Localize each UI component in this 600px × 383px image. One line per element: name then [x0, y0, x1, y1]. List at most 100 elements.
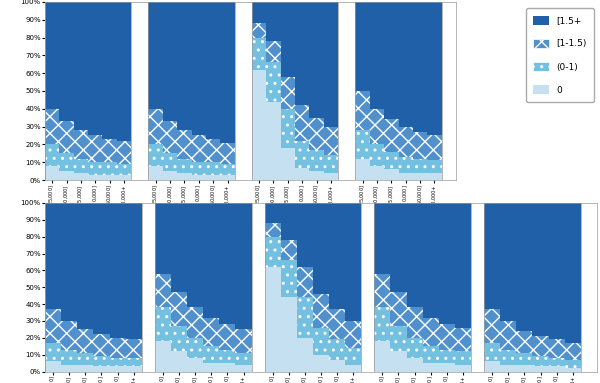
Bar	[77, 329, 94, 353]
Bar	[187, 203, 203, 308]
Bar	[59, 121, 74, 153]
Bar	[74, 159, 88, 173]
Bar	[59, 153, 74, 171]
Bar	[407, 203, 422, 308]
Bar	[384, 152, 398, 169]
Bar	[355, 91, 370, 130]
Bar	[45, 203, 61, 309]
Bar	[427, 160, 442, 173]
Bar	[565, 368, 581, 372]
Bar	[313, 203, 329, 294]
Bar	[94, 356, 110, 367]
Bar	[171, 292, 187, 326]
Text: Chicago: Chicago	[383, 238, 414, 247]
Bar	[329, 339, 345, 360]
Bar	[187, 338, 203, 358]
Bar	[427, 2, 442, 136]
Bar	[265, 203, 281, 223]
Bar	[59, 2, 74, 121]
Bar	[484, 362, 500, 372]
Bar	[220, 164, 235, 175]
Bar	[310, 171, 324, 180]
Bar	[220, 142, 235, 164]
Bar	[455, 351, 471, 365]
Bar	[516, 203, 532, 331]
Bar	[455, 365, 471, 372]
Bar	[266, 62, 281, 101]
Bar	[191, 136, 206, 162]
Bar	[220, 203, 235, 324]
Bar	[324, 173, 338, 180]
Bar	[163, 171, 177, 180]
Bar	[45, 166, 59, 180]
Bar	[427, 136, 442, 160]
Bar	[94, 334, 110, 356]
Bar	[110, 203, 126, 338]
Bar	[77, 353, 94, 365]
Bar	[252, 70, 266, 180]
Bar	[310, 150, 324, 171]
Bar	[110, 367, 126, 372]
Bar	[187, 308, 203, 338]
Bar	[117, 141, 131, 164]
Bar	[374, 308, 391, 341]
Bar	[148, 109, 163, 144]
Bar	[45, 2, 59, 109]
Bar	[191, 2, 206, 136]
Bar	[220, 324, 235, 350]
Bar	[155, 274, 171, 308]
Bar	[266, 2, 281, 41]
Bar	[281, 240, 297, 260]
Bar	[103, 175, 117, 180]
Bar	[370, 144, 384, 166]
Bar	[413, 132, 427, 159]
Text: District of Columbia: District of Columbia	[257, 238, 333, 247]
Bar	[59, 171, 74, 180]
Bar	[94, 203, 110, 334]
Bar	[565, 360, 581, 368]
Bar	[398, 173, 413, 180]
Bar	[295, 105, 310, 141]
Text: Los Angeles: Los Angeles	[65, 238, 111, 247]
Bar	[171, 351, 187, 372]
Bar	[163, 153, 177, 171]
Bar	[148, 144, 163, 166]
Bar	[297, 297, 313, 338]
Bar	[532, 367, 548, 372]
Bar	[310, 2, 324, 118]
Bar	[110, 338, 126, 358]
Bar	[439, 324, 455, 350]
Bar	[177, 130, 191, 159]
Bar	[45, 109, 59, 144]
Bar	[439, 203, 455, 324]
Bar	[355, 130, 370, 159]
Bar	[265, 223, 281, 237]
Bar	[439, 363, 455, 372]
Bar	[94, 367, 110, 372]
Bar	[155, 341, 171, 372]
Bar	[220, 350, 235, 363]
Bar	[252, 2, 266, 23]
Bar	[516, 331, 532, 353]
Bar	[297, 338, 313, 372]
Bar	[548, 203, 565, 339]
Bar	[370, 109, 384, 144]
Bar	[345, 321, 361, 348]
Bar	[384, 169, 398, 180]
Bar	[324, 126, 338, 155]
Bar	[370, 2, 384, 109]
Bar	[391, 326, 407, 351]
Bar	[532, 356, 548, 367]
Bar	[61, 365, 77, 372]
Bar	[329, 309, 345, 339]
Bar	[88, 136, 103, 162]
Bar	[191, 175, 206, 180]
Bar	[374, 341, 391, 372]
Bar	[77, 203, 94, 329]
Bar	[126, 203, 142, 339]
Bar	[191, 162, 206, 175]
Bar	[88, 162, 103, 175]
Bar	[266, 41, 281, 62]
Bar	[220, 2, 235, 142]
Bar	[324, 2, 338, 126]
